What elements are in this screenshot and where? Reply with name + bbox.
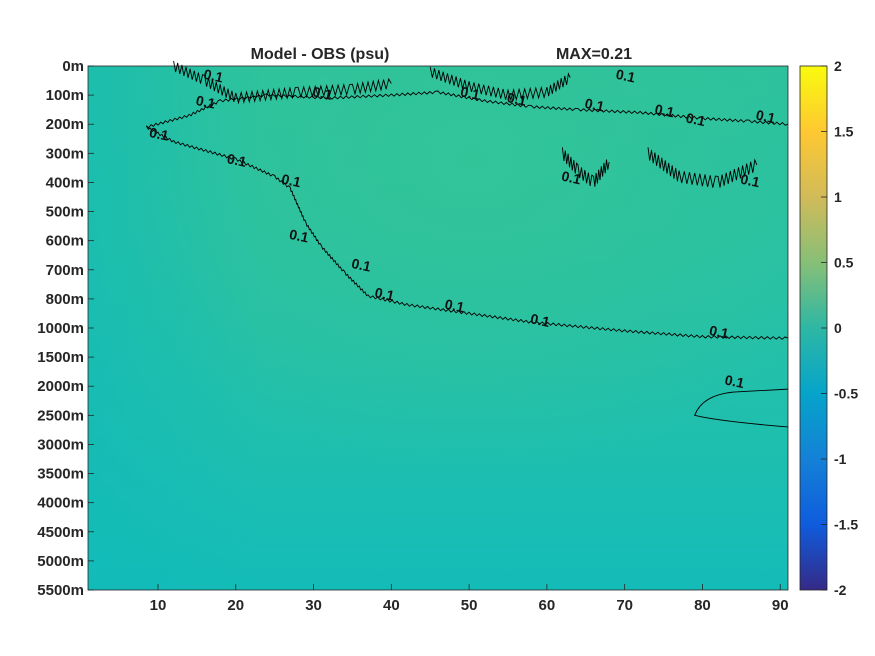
y-tick-label: 5500m <box>37 582 84 599</box>
y-tick-label: 5000m <box>37 553 84 570</box>
colorbar-tick-label: 1 <box>834 189 842 205</box>
colorbar-tick-label: 2 <box>834 58 842 74</box>
x-tick-label: 80 <box>694 597 711 614</box>
contour-label: 0.1 <box>148 124 171 144</box>
contour-0.1-deep-right <box>694 388 789 428</box>
contour-label: 0.1 <box>280 171 303 191</box>
chart-title: Model - OBS (psu) <box>251 46 390 63</box>
colorbar-ticks: 2 1.5 1 0.5 0 -0.5 -1 -1.5 -2 <box>821 58 858 598</box>
y-tick-label: 1000m <box>37 320 84 337</box>
contour-label: 0.1 <box>195 92 218 112</box>
y-tick-label: 100m <box>46 87 84 104</box>
y-tick-label: 1500m <box>37 349 84 366</box>
contour-label: 0.1 <box>583 95 606 115</box>
contour-label: 0.1 <box>653 101 676 121</box>
contour-label: 0.1 <box>226 150 249 170</box>
plot-area: 0.10.1 0.1 0.1 0.1 0.10.10.1 0.1 0.10.10.10.10… <box>37 58 788 614</box>
y-tick-label: 700m <box>46 262 84 279</box>
y-tick-label: 800m <box>46 291 84 308</box>
y-tick-label: 400m <box>46 174 84 191</box>
contour-lines <box>145 60 789 428</box>
contour-0.1-main <box>145 125 789 340</box>
y-tick-label: 4000m <box>37 495 84 512</box>
colorbar-tick-label: 1.5 <box>834 124 854 140</box>
y-tick-label: 300m <box>46 145 84 162</box>
x-tick-label: 20 <box>227 597 244 614</box>
y-tick-label: 0m <box>62 58 84 75</box>
x-tick-label: 10 <box>150 597 167 614</box>
contour-label: 0.1 <box>202 66 225 86</box>
contour-0.1-patch-a <box>561 147 610 187</box>
contour-label: 0.1 <box>615 66 638 86</box>
colorbar-tick-label: -1 <box>834 451 847 467</box>
contour-label: 0.1 <box>529 310 552 330</box>
contour-label: 0.1 <box>373 284 396 304</box>
y-tick-label: 500m <box>46 204 84 221</box>
y-tick-label: 200m <box>46 116 84 133</box>
x-tick-label: 30 <box>305 597 322 614</box>
colorbar-tick-label: 0.5 <box>834 255 854 271</box>
y-axis-ticks: 0m 100m 200m 300m 400m 500m 600m 700m 800m 1000m 1… <box>37 58 94 599</box>
colorbar-tick-label: -1.5 <box>834 517 858 533</box>
contour-label: 0.1 <box>506 89 529 109</box>
x-tick-label: 40 <box>383 597 400 614</box>
contour-label: 0.1 <box>311 83 334 103</box>
x-tick-label: 60 <box>539 597 556 614</box>
x-tick-label: 70 <box>616 597 633 614</box>
contour-label: 0.1 <box>708 322 731 342</box>
contour-0.1-patch-b <box>647 147 758 188</box>
contour-label: 0.1 <box>755 107 778 127</box>
contour-label: 0.1 <box>560 168 583 188</box>
heatmap-left-edge <box>88 66 788 590</box>
contour-label: 0.1 <box>739 171 762 191</box>
x-tick-label: 50 <box>461 597 478 614</box>
y-tick-label: 3500m <box>37 466 84 483</box>
y-tick-label: 3000m <box>37 436 84 453</box>
contour-labels: 0.10.1 0.1 0.1 0.1 0.10.10.1 0.1 0.10.10.10.10… <box>148 66 777 391</box>
x-tick-label: 90 <box>772 597 789 614</box>
contour-label: 0.1 <box>350 255 373 275</box>
y-tick-label: 2000m <box>37 378 84 395</box>
contour-0.1-surface-right <box>429 66 571 102</box>
contour-label: 0.1 <box>443 296 466 316</box>
y-tick-label: 2500m <box>37 407 84 424</box>
colorbar: 2 1.5 1 0.5 0 -0.5 -1 -1.5 -2 <box>799 58 858 598</box>
colorbar-tick-label: 0 <box>834 320 842 336</box>
contour-label: 0.1 <box>685 109 708 129</box>
chart-max-label: MAX=0.21 <box>556 46 632 63</box>
y-tick-label: 600m <box>46 233 84 250</box>
contour-label: 0.1 <box>723 371 746 391</box>
contour-label: 0.1 <box>288 226 311 246</box>
x-axis-ticks: 10 20 30 40 50 60 70 80 90 <box>150 584 789 614</box>
plot-frame <box>87 65 789 591</box>
contour-0.1-surface-left <box>173 60 392 105</box>
colorbar-tick-label: -2 <box>834 582 847 598</box>
colorbar-tick-label: -0.5 <box>834 386 858 402</box>
y-tick-label: 4500m <box>37 524 84 541</box>
contour-label: 0.1 <box>459 83 482 103</box>
